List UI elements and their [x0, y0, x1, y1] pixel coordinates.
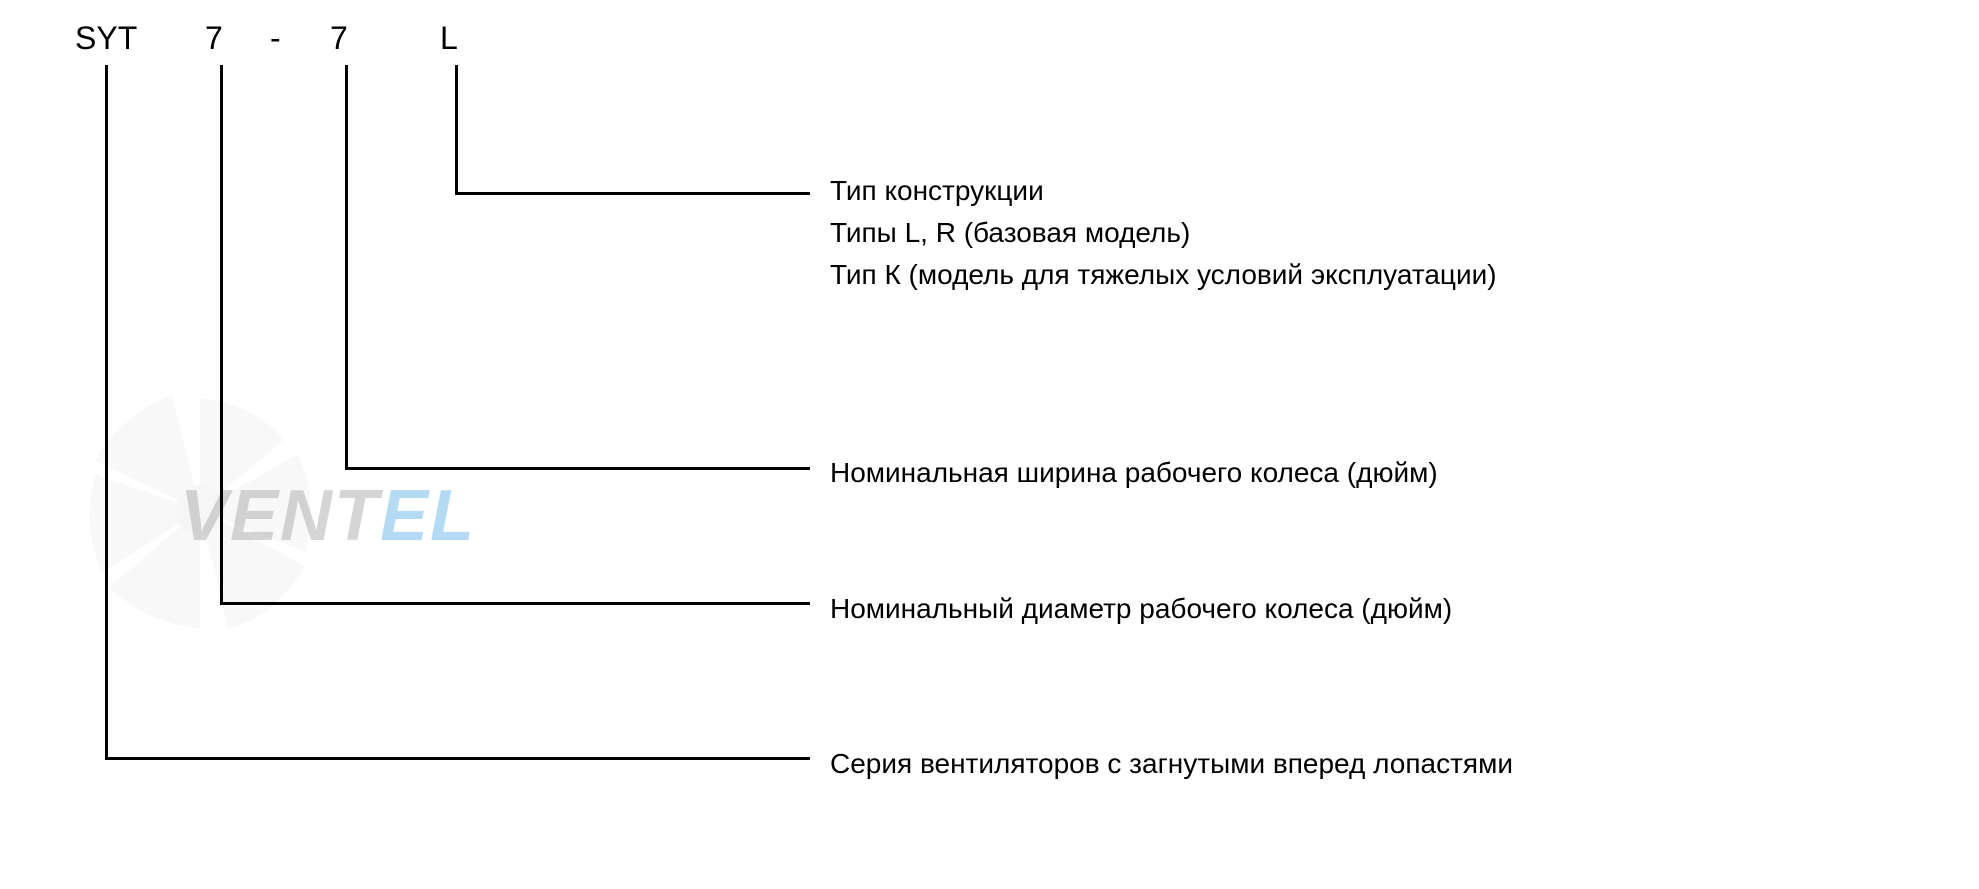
code-series: SYT [75, 20, 137, 57]
watermark-el: EL [380, 476, 476, 556]
connector-line-diameter-vertical [220, 65, 223, 605]
code-dash: - [270, 20, 281, 57]
connector-line-type-vertical [455, 65, 458, 195]
watermark-text: VENTEL [180, 475, 476, 557]
description-type-line1: Тип конструкции [830, 170, 1497, 212]
connector-line-width-vertical [345, 65, 348, 470]
connector-line-series-horizontal [105, 757, 810, 760]
connector-line-diameter-horizontal [220, 602, 810, 605]
description-diameter: Номинальный диаметр рабочего колеса (дюй… [830, 588, 1452, 630]
watermark-vent: VENT [180, 476, 380, 556]
description-type-line2: Типы L, R (базовая модель) [830, 212, 1497, 254]
connector-line-type-horizontal [455, 192, 810, 195]
code-width: 7 [330, 20, 348, 57]
connector-line-width-horizontal [345, 467, 810, 470]
code-type: L [440, 20, 458, 57]
description-type: Тип конструкции Типы L, R (базовая модел… [830, 170, 1497, 296]
description-type-line3: Тип К (модель для тяжелых условий эксплу… [830, 254, 1497, 296]
connector-line-series-vertical [105, 65, 108, 760]
description-series: Серия вентиляторов с загнутыми вперед ло… [830, 743, 1513, 785]
code-diameter: 7 [205, 20, 223, 57]
description-width: Номинальная ширина рабочего колеса (дюйм… [830, 452, 1438, 494]
